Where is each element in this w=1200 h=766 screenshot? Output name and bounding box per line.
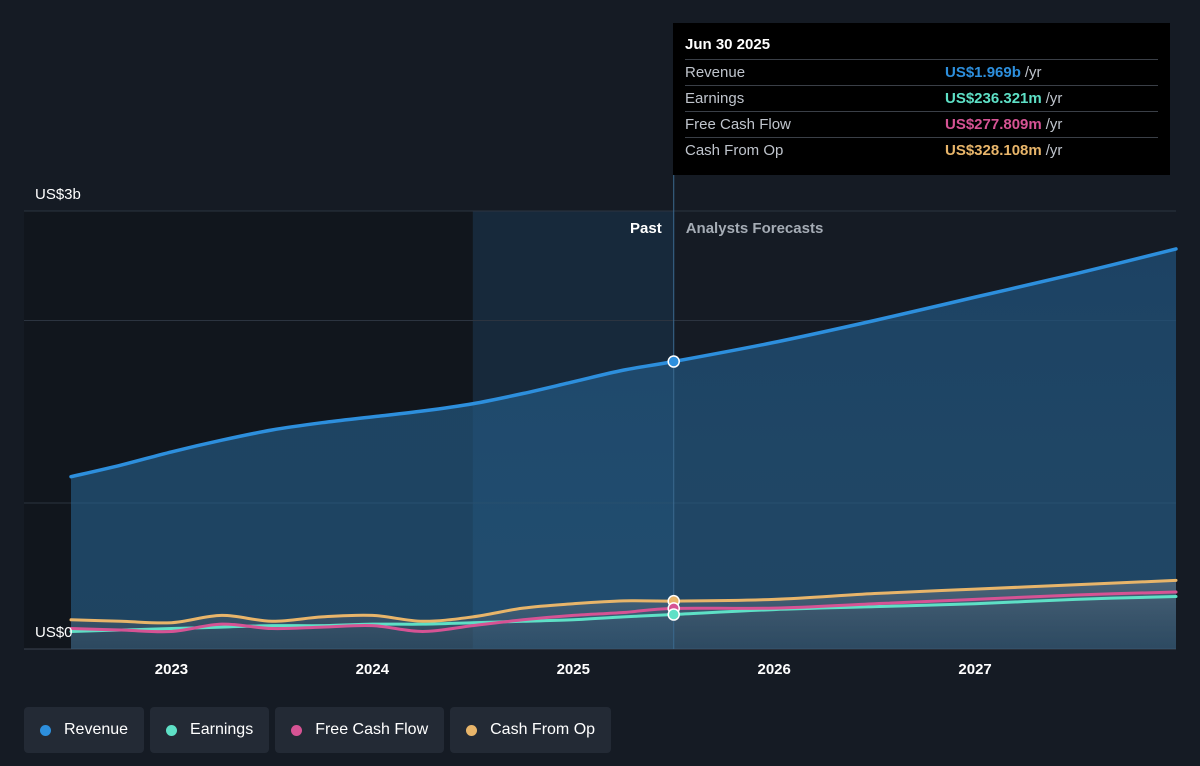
x-tick-label: 2024 — [356, 661, 390, 678]
forecast-label: Analysts Forecasts — [686, 220, 824, 237]
series-line-cash-from-op — [69, 578, 1178, 625]
legend-item-free-cash-flow[interactable]: Free Cash Flow — [275, 707, 445, 753]
series-marker-revenue — [667, 355, 680, 368]
legend-dot-icon — [40, 724, 51, 736]
legend-item-cash-from-op[interactable]: Cash From Op — [450, 707, 612, 753]
tooltip-label: Cash From Op — [685, 142, 784, 159]
tooltip-value: US$328.108m — [945, 142, 1042, 159]
tooltip-value: US$277.809m — [945, 116, 1042, 133]
series-marker-earnings — [667, 608, 680, 621]
legend-label: Earnings — [190, 721, 254, 738]
tooltip-row-cash-from-op: Cash From Op US$328.108m /yr — [685, 137, 1158, 163]
tooltip-unit: /yr — [1045, 142, 1063, 159]
legend-dot-icon — [166, 724, 178, 736]
tooltip-unit: /yr — [1045, 116, 1063, 133]
tooltip-label: Revenue — [685, 64, 746, 81]
legend-label: Free Cash Flow — [315, 721, 429, 738]
tooltip-date: Jun 30 2025 — [685, 36, 771, 53]
tooltip-unit: /yr — [1024, 64, 1042, 81]
tooltip-value: US$1.969b — [945, 64, 1021, 81]
series-line-earnings — [69, 594, 1178, 633]
y-axis-top-label: US$3b — [35, 186, 81, 203]
cash-flow-area — [71, 580, 1176, 649]
legend-dot-icon — [291, 724, 303, 736]
x-tick-label: 2023 — [155, 661, 188, 678]
tooltip-row-revenue: Revenue US$1.969b /yr — [685, 59, 1158, 85]
tooltip-unit: /yr — [1045, 90, 1063, 107]
series-line-free-cash-flow — [69, 590, 1178, 634]
tooltip-row-earnings: Earnings US$236.321m /yr — [685, 85, 1158, 111]
tooltip-label: Earnings — [685, 90, 745, 107]
tooltip-value: US$236.321m — [945, 90, 1042, 107]
tooltip-label: Free Cash Flow — [685, 116, 791, 133]
tooltip-row-free-cash-flow: Free Cash Flow US$277.809m /yr — [685, 111, 1158, 137]
tooltip-panel: Jun 30 2025 Revenue US$1.969b /yr Earnin… — [673, 23, 1170, 175]
revenue-area — [71, 248, 1176, 649]
x-tick-label: 2026 — [757, 661, 790, 678]
x-tick-label: 2025 — [557, 661, 590, 678]
x-tick-label: 2027 — [958, 661, 991, 678]
past-label: Past — [630, 220, 662, 237]
legend-item-earnings[interactable]: Earnings — [150, 707, 270, 753]
y-axis-bottom-label: US$0 — [35, 624, 73, 641]
series-line-revenue — [69, 247, 1178, 479]
legend-label: Revenue — [64, 721, 129, 738]
legend-dot-icon — [466, 724, 478, 736]
legend-label: Cash From Op — [490, 721, 596, 738]
legend: Revenue Earnings Free Cash Flow Cash Fro… — [24, 707, 612, 753]
legend-item-revenue[interactable]: Revenue — [24, 707, 145, 753]
